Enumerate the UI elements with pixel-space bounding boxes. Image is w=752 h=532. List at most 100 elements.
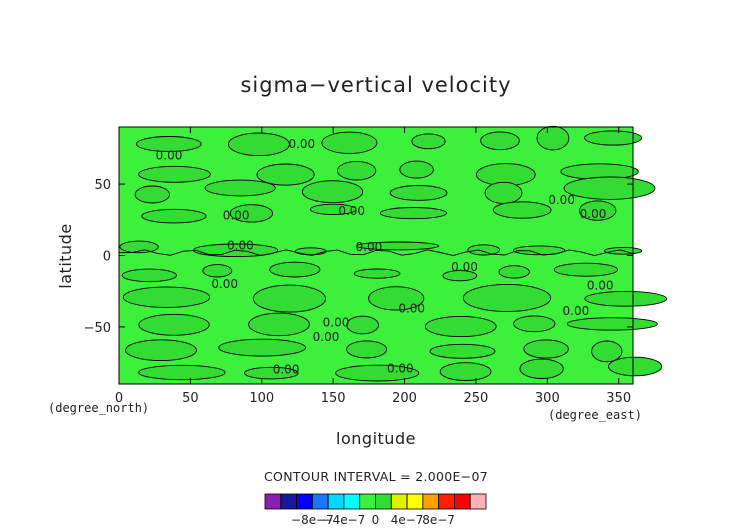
plot-area: 0.000.000.00 0.000.000.000.00 0.000.000.00… bbox=[118, 125, 668, 385]
y-tick-label: −50 bbox=[84, 321, 111, 336]
contour-region bbox=[138, 313, 210, 336]
contour-region bbox=[244, 366, 299, 380]
x-unit-label: (degree_east) bbox=[548, 408, 642, 422]
x-tick-label: 100 bbox=[249, 391, 274, 406]
colorbar-swatch bbox=[375, 493, 392, 510]
colorbar-tick-label: −4e−7 bbox=[323, 513, 366, 527]
contour-region bbox=[608, 356, 663, 377]
colorbar-swatch bbox=[296, 493, 313, 510]
contour-label: 0.00 bbox=[156, 149, 183, 163]
contour-region bbox=[141, 208, 207, 224]
contour-region bbox=[138, 165, 211, 183]
chart-title: sigma−vertical velocity bbox=[240, 73, 511, 97]
contour-region bbox=[519, 358, 564, 379]
contour-region bbox=[218, 338, 306, 357]
contour-region bbox=[442, 270, 478, 282]
contour-region bbox=[523, 339, 569, 359]
colorbar-swatch bbox=[469, 493, 487, 510]
contour-label: 0.00 bbox=[273, 363, 300, 377]
colorbar-swatch bbox=[390, 493, 408, 510]
contour-label: 0.00 bbox=[580, 207, 607, 221]
contour-region bbox=[335, 364, 420, 382]
contour-region bbox=[301, 180, 364, 204]
contour-region bbox=[411, 133, 446, 150]
contour-region bbox=[356, 241, 440, 251]
contour-region bbox=[269, 261, 321, 278]
contour-region bbox=[591, 340, 623, 363]
colorbar-ticks: −8e−7−4e−7 0 4e−78e−7 bbox=[291, 513, 455, 527]
contour-region bbox=[513, 315, 556, 333]
contour-region bbox=[566, 317, 658, 331]
contour-region bbox=[512, 245, 566, 256]
contour-label: 0.00 bbox=[387, 361, 414, 375]
contour-regions bbox=[118, 125, 668, 382]
contour-region bbox=[336, 160, 377, 181]
x-tick-label: 200 bbox=[392, 391, 417, 406]
contour-region bbox=[462, 283, 552, 313]
contour-region bbox=[563, 176, 656, 200]
contour-region bbox=[256, 163, 315, 186]
contour-region bbox=[353, 268, 401, 279]
contour-label: 0.00 bbox=[451, 260, 478, 274]
x-tick-label: 300 bbox=[535, 391, 560, 406]
contour-label: 0.00 bbox=[211, 277, 238, 291]
contour-label: 0.00 bbox=[227, 239, 254, 253]
contour-region bbox=[492, 201, 552, 219]
contour-label: 0.00 bbox=[288, 137, 315, 151]
contour-region bbox=[439, 362, 492, 381]
x-tick-label: 50 bbox=[182, 391, 199, 406]
contour-region bbox=[122, 286, 211, 308]
contour-label: 0.00 bbox=[338, 204, 365, 218]
colorbar-tick-label: 8e−7 bbox=[422, 513, 455, 527]
contour-label: 0.00 bbox=[323, 316, 350, 330]
contour-region bbox=[294, 247, 327, 256]
contour-label: 0.00 bbox=[548, 193, 575, 207]
contour-region bbox=[134, 185, 170, 204]
contour-region bbox=[399, 160, 434, 179]
colorbar-swatch bbox=[359, 493, 376, 510]
contour-region bbox=[138, 364, 226, 381]
contour-region bbox=[227, 132, 290, 157]
contour-label: 0.00 bbox=[563, 304, 590, 318]
contour-region bbox=[119, 240, 159, 254]
contour-region bbox=[121, 268, 177, 283]
contour-region bbox=[252, 284, 326, 313]
contour-line bbox=[118, 249, 634, 256]
colorbar-swatch bbox=[311, 493, 329, 510]
contour-region bbox=[584, 290, 668, 307]
y-axis: −50 0 50 bbox=[84, 178, 633, 336]
contour-region bbox=[379, 207, 447, 220]
x-tick-label: 250 bbox=[464, 391, 489, 406]
contour-region bbox=[498, 265, 530, 279]
contour-region bbox=[125, 339, 197, 362]
colorbar-swatch bbox=[264, 493, 282, 510]
x-tick-label: 150 bbox=[321, 391, 346, 406]
colorbar-swatch bbox=[422, 493, 440, 510]
colorbar-swatch bbox=[343, 493, 361, 510]
colorbar-swatch bbox=[438, 493, 455, 510]
x-tick-label: 0 bbox=[115, 391, 123, 406]
y-tick-label: 50 bbox=[94, 178, 111, 193]
contour-region bbox=[309, 203, 357, 216]
contour-region bbox=[346, 315, 379, 335]
colorbar-swatch bbox=[406, 493, 424, 510]
x-axis-label: longitude bbox=[336, 429, 416, 448]
y-tick-label: 0 bbox=[103, 250, 111, 265]
contour-label: 0.00 bbox=[587, 279, 614, 293]
contour-region bbox=[484, 181, 523, 204]
contour-interval-text: CONTOUR INTERVAL = 2.000E−07 bbox=[264, 469, 488, 484]
contour-region bbox=[578, 200, 617, 221]
contour-region bbox=[536, 125, 570, 151]
contour-region bbox=[202, 264, 233, 278]
contour-label: 0.00 bbox=[313, 330, 340, 344]
contour-region bbox=[480, 131, 520, 151]
contour-region bbox=[553, 262, 618, 277]
colorbar-tick-label: 0 bbox=[372, 513, 380, 527]
x-axis: 0 50 100 150 200 250 300 350 bbox=[115, 127, 631, 406]
colorbar-swatch bbox=[280, 493, 297, 510]
contour-region bbox=[248, 312, 310, 337]
y-unit-label: (degree_north) bbox=[48, 401, 149, 415]
contour-region bbox=[429, 343, 496, 359]
y-axis-label: latitude bbox=[56, 223, 75, 288]
